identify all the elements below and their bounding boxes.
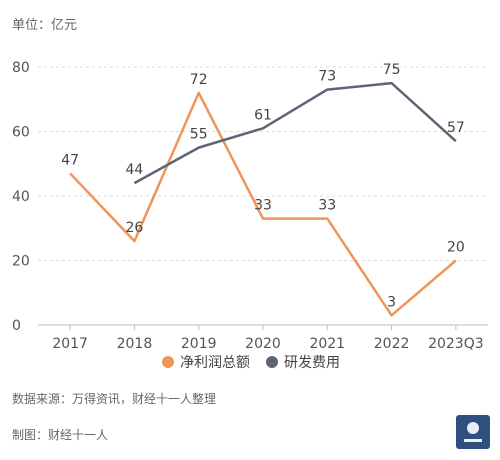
unit-label: 单位：亿元 <box>12 18 78 33</box>
series-line-2 <box>133 81 457 185</box>
data-label: 73 <box>318 69 336 85</box>
data-label: 61 <box>254 107 272 123</box>
x-tick-label: 2018 <box>117 336 153 352</box>
series-line-1 <box>69 91 457 317</box>
maker-note: 制图：财经十一人 <box>12 428 109 442</box>
x-tick-label: 2022 <box>374 336 410 352</box>
x-tick-label: 2017 <box>52 336 88 352</box>
data-label: 3 <box>387 294 396 310</box>
data-label: 26 <box>126 220 144 236</box>
y-tick-label: 20 <box>12 254 30 270</box>
data-label: 33 <box>318 198 336 214</box>
x-tick-label: 2020 <box>245 336 281 352</box>
data-label: 75 <box>383 62 401 78</box>
x-tick-label: 2021 <box>309 336 345 352</box>
source-note: 数据来源：万得资讯，财经十一人整理 <box>12 392 217 406</box>
legend-label: 研发费用 <box>284 355 340 371</box>
data-label: 20 <box>447 240 465 256</box>
line-chart: 0 20 40 60 80 2017 2018 2019 2020 2021 2022 2023Q3 4… <box>12 60 488 371</box>
legend-marker <box>266 356 278 368</box>
x-tick-label: 2019 <box>181 336 217 352</box>
y-tick-label: 80 <box>12 60 30 76</box>
caijing-logo-icon <box>456 415 490 449</box>
data-label: 55 <box>190 127 208 143</box>
y-tick-label: 60 <box>12 125 30 141</box>
data-label: 72 <box>190 72 208 88</box>
data-label: 57 <box>447 120 465 136</box>
legend-marker <box>162 356 174 368</box>
data-label: 33 <box>254 198 272 214</box>
legend-label: 净利润总额 <box>180 355 250 371</box>
data-label: 44 <box>126 162 144 178</box>
data-label: 47 <box>61 152 79 168</box>
y-tick-label: 40 <box>12 189 30 205</box>
x-tick-label: 2023Q3 <box>428 336 484 352</box>
y-tick-label: 0 <box>12 318 21 334</box>
